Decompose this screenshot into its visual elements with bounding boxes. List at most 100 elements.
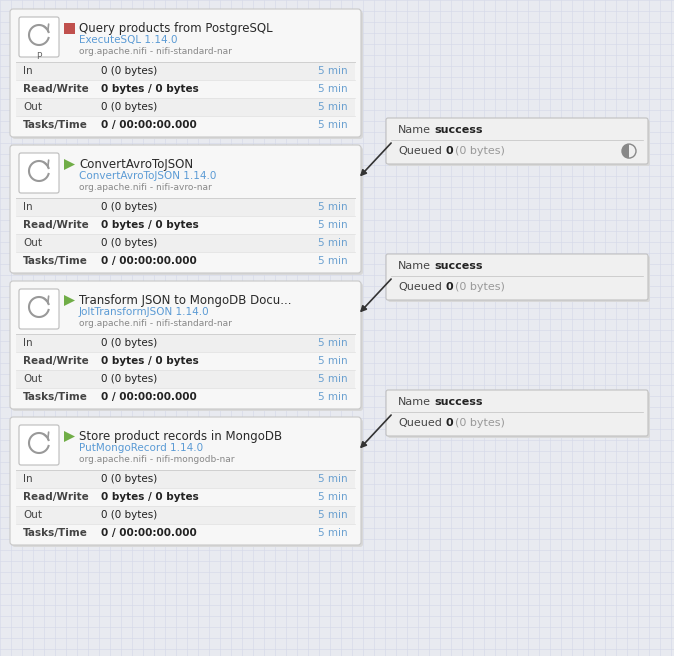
FancyBboxPatch shape <box>12 147 363 275</box>
Text: (0 bytes): (0 bytes) <box>455 282 505 292</box>
Text: 0 / 00:00:00.000: 0 / 00:00:00.000 <box>101 256 197 266</box>
Text: 5 min: 5 min <box>318 474 348 484</box>
Text: Out: Out <box>23 510 42 520</box>
Text: 0 (0 bytes): 0 (0 bytes) <box>101 338 157 348</box>
Text: 0 bytes / 0 bytes: 0 bytes / 0 bytes <box>101 84 199 94</box>
FancyBboxPatch shape <box>386 254 648 300</box>
Text: 0 bytes / 0 bytes: 0 bytes / 0 bytes <box>101 356 199 366</box>
Bar <box>16 116 355 134</box>
Text: Tasks/Time: Tasks/Time <box>23 120 88 130</box>
Polygon shape <box>64 295 75 306</box>
Bar <box>16 506 355 524</box>
Text: 0 (0 bytes): 0 (0 bytes) <box>101 510 157 520</box>
Text: 0 bytes / 0 bytes: 0 bytes / 0 bytes <box>101 492 199 502</box>
Text: 5 min: 5 min <box>318 256 348 266</box>
Text: Read/Write: Read/Write <box>23 84 89 94</box>
Text: In: In <box>23 338 32 348</box>
Text: 5 min: 5 min <box>318 338 348 348</box>
Text: Query products from PostgreSQL: Query products from PostgreSQL <box>79 22 272 35</box>
Text: P: P <box>36 52 42 61</box>
Text: Read/Write: Read/Write <box>23 492 89 502</box>
Bar <box>16 252 355 270</box>
Text: success: success <box>434 261 483 271</box>
Text: (0 bytes): (0 bytes) <box>455 418 505 428</box>
Text: success: success <box>434 397 483 407</box>
Bar <box>16 62 355 80</box>
Text: 0 / 00:00:00.000: 0 / 00:00:00.000 <box>101 392 197 402</box>
Polygon shape <box>64 431 75 442</box>
Text: (0 bytes): (0 bytes) <box>455 146 505 156</box>
Text: 5 min: 5 min <box>318 84 348 94</box>
Text: ConvertAvroToJSON: ConvertAvroToJSON <box>79 158 193 171</box>
Text: PutMongoRecord 1.14.0: PutMongoRecord 1.14.0 <box>79 443 203 453</box>
Bar <box>16 98 355 116</box>
FancyBboxPatch shape <box>19 425 59 465</box>
Text: org.apache.nifi - nifi-standard-nar: org.apache.nifi - nifi-standard-nar <box>79 47 232 56</box>
FancyBboxPatch shape <box>19 153 59 193</box>
FancyBboxPatch shape <box>10 281 361 409</box>
FancyBboxPatch shape <box>10 9 361 137</box>
Text: Tasks/Time: Tasks/Time <box>23 392 88 402</box>
Text: Queued: Queued <box>398 418 442 428</box>
Text: Queued: Queued <box>398 146 442 156</box>
Text: 5 min: 5 min <box>318 374 348 384</box>
Text: In: In <box>23 202 32 212</box>
FancyBboxPatch shape <box>386 118 648 164</box>
Text: Tasks/Time: Tasks/Time <box>23 256 88 266</box>
Bar <box>16 524 355 542</box>
Text: org.apache.nifi - nifi-avro-nar: org.apache.nifi - nifi-avro-nar <box>79 183 212 192</box>
Text: 5 min: 5 min <box>318 66 348 76</box>
FancyBboxPatch shape <box>12 419 363 547</box>
Bar <box>16 234 355 252</box>
Text: 5 min: 5 min <box>318 202 348 212</box>
Bar <box>16 198 355 216</box>
Text: 5 min: 5 min <box>318 220 348 230</box>
Text: 0: 0 <box>445 282 453 292</box>
Text: ConvertAvroToJSON 1.14.0: ConvertAvroToJSON 1.14.0 <box>79 171 216 181</box>
Text: Read/Write: Read/Write <box>23 356 89 366</box>
Text: 5 min: 5 min <box>318 528 348 538</box>
Text: Out: Out <box>23 238 42 248</box>
Text: Read/Write: Read/Write <box>23 220 89 230</box>
Text: 0 (0 bytes): 0 (0 bytes) <box>101 474 157 484</box>
Text: 0 (0 bytes): 0 (0 bytes) <box>101 202 157 212</box>
Bar <box>16 470 355 488</box>
Bar <box>16 370 355 388</box>
Text: 5 min: 5 min <box>318 510 348 520</box>
Text: org.apache.nifi - nifi-mongodb-nar: org.apache.nifi - nifi-mongodb-nar <box>79 455 235 464</box>
Text: success: success <box>434 125 483 135</box>
Bar <box>16 388 355 406</box>
Text: ExecuteSQL 1.14.0: ExecuteSQL 1.14.0 <box>79 35 177 45</box>
Text: 5 min: 5 min <box>318 102 348 112</box>
Text: 0 / 00:00:00.000: 0 / 00:00:00.000 <box>101 528 197 538</box>
FancyBboxPatch shape <box>12 283 363 411</box>
Polygon shape <box>64 159 75 170</box>
Text: 0 bytes / 0 bytes: 0 bytes / 0 bytes <box>101 220 199 230</box>
FancyBboxPatch shape <box>10 145 361 273</box>
Bar <box>16 352 355 370</box>
Text: 0: 0 <box>445 146 453 156</box>
Text: Name: Name <box>398 261 431 271</box>
FancyBboxPatch shape <box>386 390 648 436</box>
Text: 0 (0 bytes): 0 (0 bytes) <box>101 102 157 112</box>
FancyBboxPatch shape <box>388 392 650 438</box>
Bar <box>16 488 355 506</box>
Text: 0 (0 bytes): 0 (0 bytes) <box>101 374 157 384</box>
Text: 5 min: 5 min <box>318 492 348 502</box>
Text: Transform JSON to MongoDB Docu...: Transform JSON to MongoDB Docu... <box>79 294 291 307</box>
FancyBboxPatch shape <box>19 289 59 329</box>
Text: 0 (0 bytes): 0 (0 bytes) <box>101 238 157 248</box>
Text: Name: Name <box>398 397 431 407</box>
Bar <box>64 23 75 34</box>
Text: In: In <box>23 474 32 484</box>
Text: Out: Out <box>23 102 42 112</box>
Text: Name: Name <box>398 125 431 135</box>
FancyBboxPatch shape <box>10 417 361 545</box>
Bar <box>16 80 355 98</box>
FancyBboxPatch shape <box>19 17 59 57</box>
Bar <box>16 334 355 352</box>
Text: org.apache.nifi - nifi-standard-nar: org.apache.nifi - nifi-standard-nar <box>79 319 232 328</box>
Text: Tasks/Time: Tasks/Time <box>23 528 88 538</box>
Text: Store product records in MongoDB: Store product records in MongoDB <box>79 430 282 443</box>
FancyBboxPatch shape <box>12 11 363 139</box>
